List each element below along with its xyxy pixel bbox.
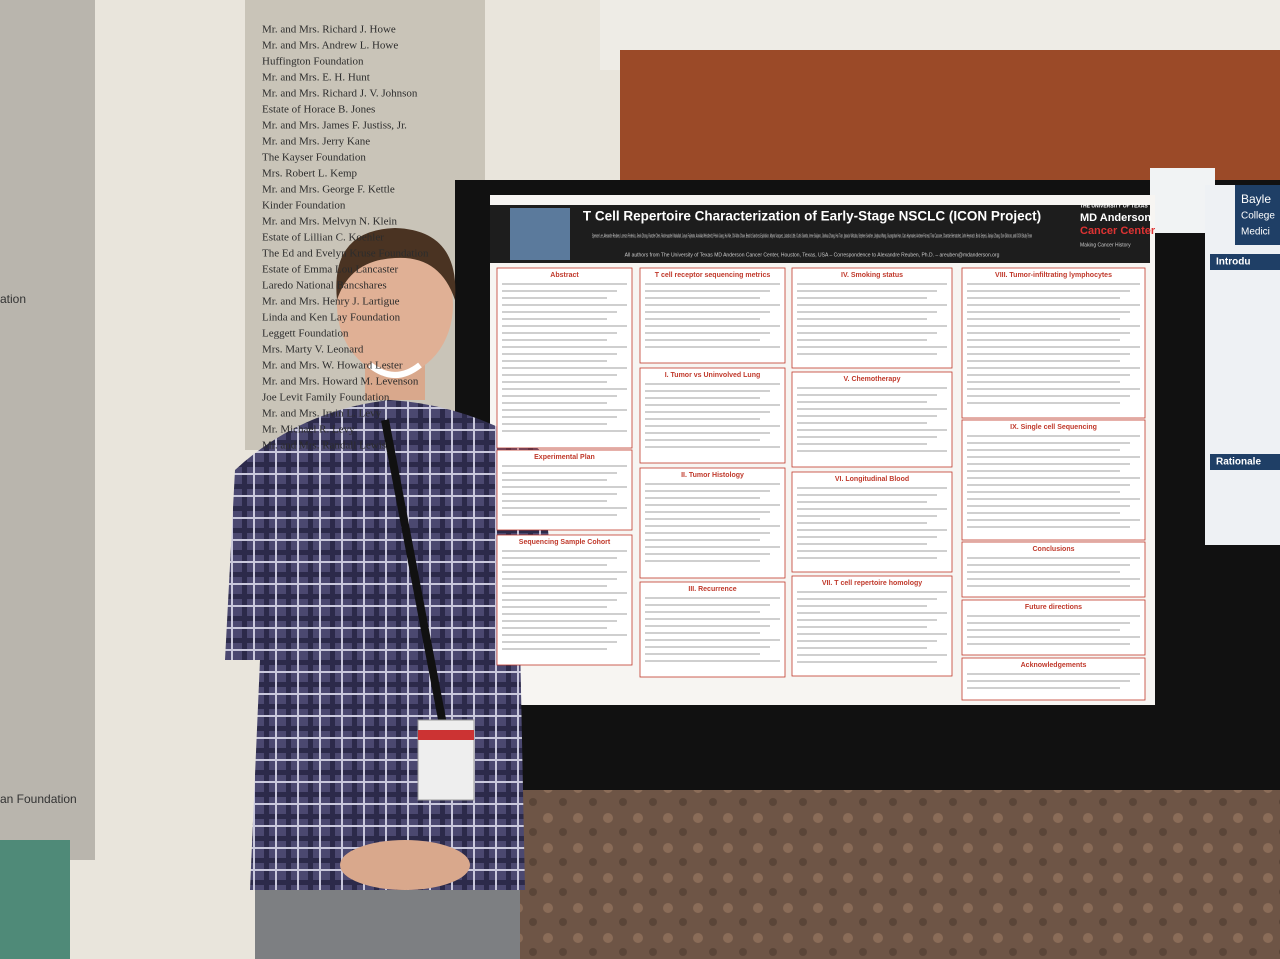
side-header: Bayle: [1241, 192, 1271, 206]
donor-name-fragment: an Foundation: [0, 792, 77, 806]
donor-name: Linda and Ken Lay Foundation: [262, 312, 401, 324]
side-section-band: [1210, 454, 1280, 470]
section-header: I. Tumor vs Uninvolved Lung: [665, 372, 761, 379]
logo-text: THE UNIVERSITY OF TEXAS: [1080, 203, 1148, 209]
donor-name: Estate of Horace B. Jones: [262, 104, 375, 116]
donor-name: Laredo National Bancshares: [262, 280, 387, 292]
poster-section: [496, 267, 633, 449]
poster-affiliation: All authors from The University of Texas…: [625, 252, 1000, 258]
donor-name: Mr. and Mrs. Henry J. Lartigue: [262, 296, 400, 308]
donor-name: Huffington Foundation: [262, 56, 364, 68]
donor-name: Mr. and Mrs. George F. Kettle: [262, 184, 395, 196]
donor-name: Mr. and Mrs. Randall Lewis: [262, 440, 386, 452]
donor-name: The Kayser Foundation: [262, 152, 366, 164]
donor-name: Mrs. Marty V. Leonard: [262, 344, 364, 356]
poster-section: [639, 581, 786, 678]
donor-name-fragment: ation: [0, 292, 26, 306]
side-header-band: [1235, 185, 1280, 245]
section-header: Conclusions: [1032, 546, 1074, 553]
side-section-band: [1210, 254, 1280, 270]
left-plaque: [0, 0, 95, 860]
logo-text: MD Anderson: [1080, 212, 1151, 224]
section-header: Acknowledgements: [1021, 662, 1087, 669]
side-section: Introdu: [1216, 257, 1250, 268]
carpet: [520, 780, 1280, 959]
side-section: Rationale: [1216, 457, 1261, 468]
donor-name: Mr. and Mrs. W. Howard Lester: [262, 360, 403, 372]
poster-section: [961, 541, 1146, 598]
donor-name: Mr. and Mrs. Irvin L. Levy: [262, 408, 382, 420]
donor-name: Mr. and Mrs. E. H. Hunt: [262, 72, 370, 84]
poster-section: [639, 467, 786, 579]
section-header: II. Tumor Histology: [681, 472, 744, 479]
donor-name: Mrs. Robert L. Kemp: [262, 168, 358, 180]
donor-name: The Ed and Evelyn Kruse Foundation: [262, 248, 429, 260]
section-header: V. Chemotherapy: [844, 376, 901, 383]
logo-text: Making Cancer History: [1080, 242, 1131, 248]
logo-text: Cancer Center: [1080, 225, 1156, 237]
section-header: Experimental Plan: [534, 454, 595, 461]
donor-name: Mr. Michael R. Levy: [262, 424, 355, 436]
wood-panel: [620, 50, 1280, 180]
poster-section: [961, 599, 1146, 656]
donor-name: Mr. and Mrs. Jerry Kane: [262, 136, 370, 148]
donor-name: Mr. and Mrs. Melvyn N. Klein: [262, 216, 398, 228]
donor-name: Estate of Emma Lou Lancaster: [262, 264, 399, 276]
section-header: III. Recurrence: [688, 586, 736, 593]
donor-name: Joe Levit Family Foundation: [262, 392, 390, 404]
section-header: IV. Smoking status: [841, 272, 903, 279]
board-label: [1150, 168, 1215, 233]
poster-header: [490, 205, 1150, 263]
donor-name: Mr. and Mrs. Richard J. V. Johnson: [262, 88, 418, 100]
poster-authors: Spencer Lee, Alexandre Reuben, Lorenzo F…: [592, 233, 1032, 239]
section-header: VIII. Tumor-infiltrating lymphocytes: [995, 272, 1112, 279]
poster-section: [961, 419, 1146, 541]
building-photo: [510, 208, 570, 260]
donor-name: Estate of Lillian C. Koehler: [262, 232, 384, 244]
poster-section: [961, 267, 1146, 419]
side-header: Medici: [1241, 227, 1270, 238]
poster-section: [791, 371, 953, 468]
section-header: Future directions: [1025, 604, 1082, 611]
section-header: T cell receptor sequencing metrics: [655, 272, 771, 279]
donor-name: Mr. and Mrs. Howard M. Levenson: [262, 376, 419, 388]
donor-name: Mr. and Mrs. Richard J. Howe: [262, 24, 396, 36]
green-base: [0, 840, 70, 959]
donor-name: Leggett Foundation: [262, 328, 349, 340]
side-header: College: [1241, 211, 1275, 222]
section-header: VII. T cell repertoire homology: [822, 580, 922, 587]
section-header: Sequencing Sample Cohort: [519, 539, 611, 546]
person: [225, 228, 560, 959]
poster-section: [639, 367, 786, 464]
section-header: VI. Longitudinal Blood: [835, 476, 909, 483]
donor-name: Mr. and Mrs. Andrew L. Howe: [262, 40, 398, 52]
donor-name: Mr. and Mrs. James F. Justiss, Jr.: [262, 120, 407, 132]
poster-section: [496, 449, 633, 531]
donor-name: Kinder Foundation: [262, 200, 346, 212]
section-header: IX. Single cell Sequencing: [1010, 424, 1097, 431]
poster-title: T Cell Repertoire Characterization of Ea…: [583, 209, 1041, 224]
poster-section: [961, 657, 1146, 701]
poster-section: [639, 267, 786, 364]
section-header: Abstract: [550, 272, 579, 279]
